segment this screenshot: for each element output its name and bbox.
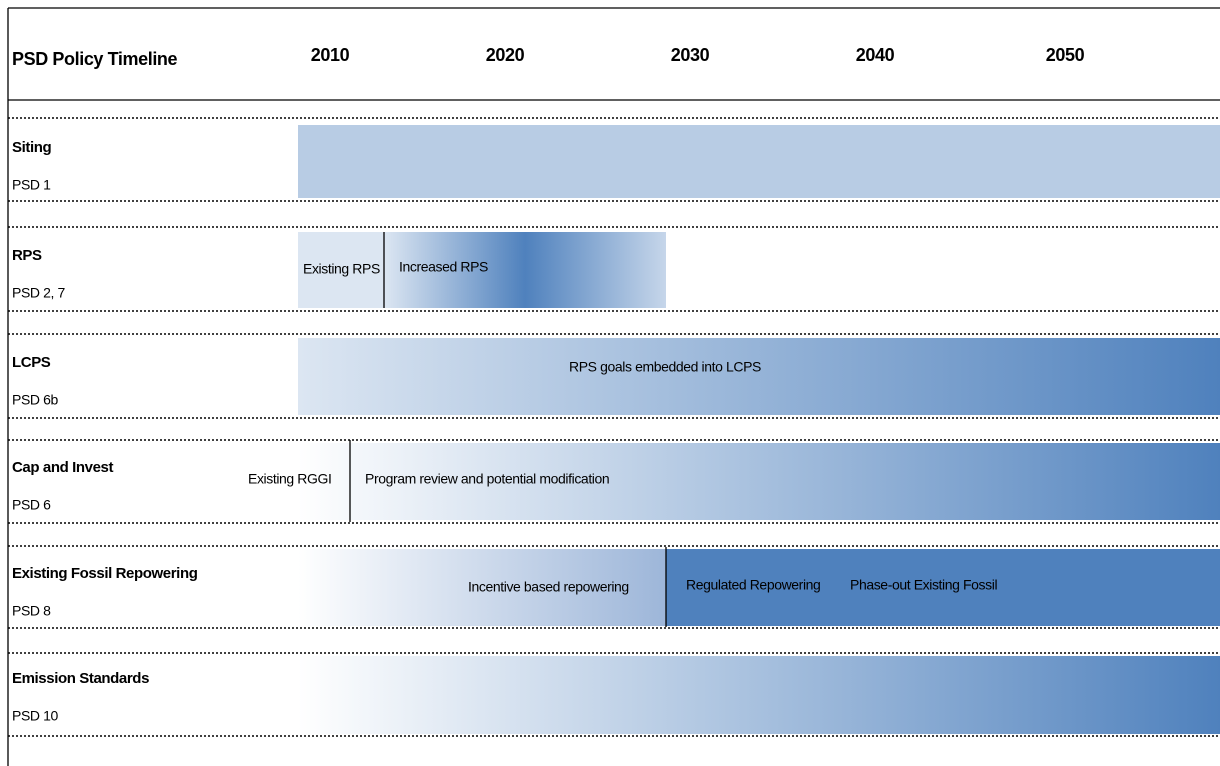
- bar: [298, 125, 1220, 198]
- segment-label: Existing RGGI: [248, 471, 332, 487]
- row-code: PSD 6: [12, 497, 51, 513]
- row-code: PSD 8: [12, 603, 51, 619]
- row-name: Existing Fossil Repowering: [12, 565, 198, 582]
- segment-label: Increased RPS: [399, 259, 488, 275]
- segment-label: Existing RPS: [303, 261, 380, 277]
- bar: [384, 232, 666, 308]
- segment-label: Program review and potential modificatio…: [365, 471, 609, 487]
- bar: [298, 232, 384, 308]
- bar: [666, 549, 1220, 626]
- segment-label: Regulated Repowering: [686, 577, 820, 593]
- segment-label: Incentive based repowering: [468, 579, 629, 595]
- row-name: Emission Standards: [12, 670, 149, 687]
- row-name: RPS: [12, 247, 42, 264]
- bar: [298, 549, 666, 626]
- row-code: PSD 2, 7: [12, 285, 65, 301]
- year: 2010: [311, 45, 350, 65]
- row-code: PSD 1: [12, 177, 51, 193]
- bar: [298, 338, 1220, 415]
- year: 2040: [856, 45, 895, 65]
- year: 2050: [1046, 45, 1085, 65]
- row-code: PSD 10: [12, 708, 58, 724]
- row-name: Cap and Invest: [12, 459, 113, 476]
- title: PSD Policy Timeline: [12, 49, 178, 69]
- segment-label: RPS goals embedded into LCPS: [569, 359, 761, 375]
- bar: [298, 443, 1220, 520]
- year: 2020: [486, 45, 525, 65]
- segment-label: Phase-out Existing Fossil: [850, 577, 997, 593]
- row-name: Siting: [12, 139, 51, 156]
- bar: [298, 656, 1220, 734]
- row-name: LCPS: [12, 354, 51, 371]
- year: 2030: [671, 45, 710, 65]
- row-code: PSD 6b: [12, 392, 58, 408]
